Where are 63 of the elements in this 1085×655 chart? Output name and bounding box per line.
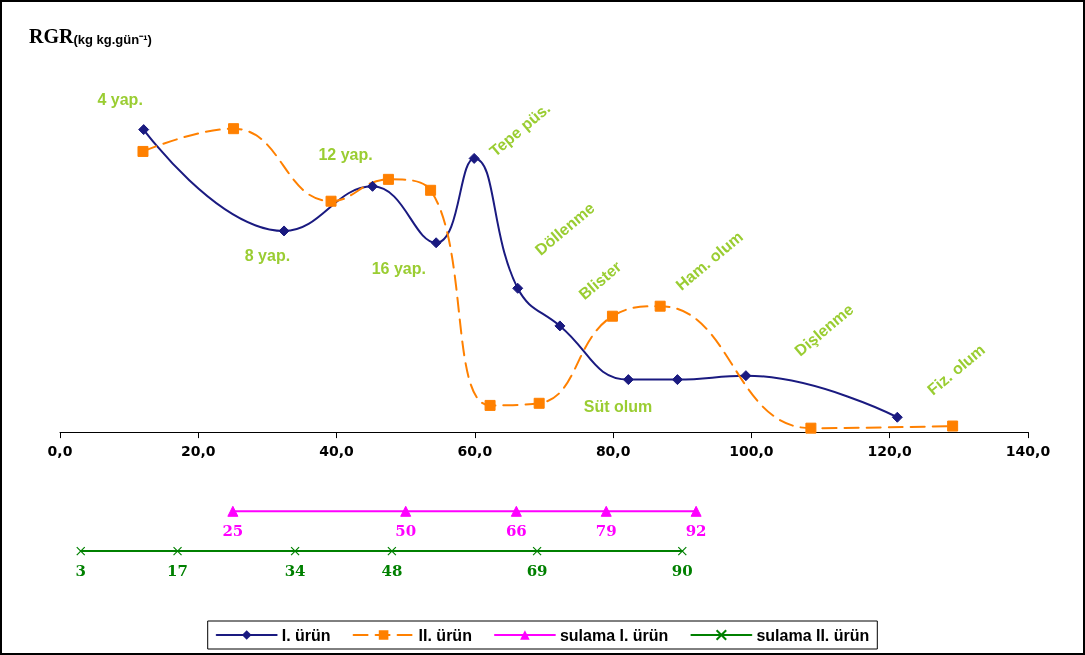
y-axis-title: RGR(kg kg.gün⁻¹) xyxy=(29,24,152,47)
x-tick-label: 20,0 xyxy=(181,443,216,460)
text: 4 yap. xyxy=(97,91,143,109)
point xyxy=(671,374,683,386)
legend-label: sulama II. ürün xyxy=(756,626,870,644)
point xyxy=(600,505,612,517)
point xyxy=(533,397,545,409)
annotation: 17 xyxy=(167,562,188,581)
point xyxy=(654,300,666,312)
annotation: 8 yap. xyxy=(244,247,291,265)
annotation: 34 xyxy=(284,562,306,581)
point xyxy=(947,420,959,432)
annotation: 79 xyxy=(595,522,617,541)
point xyxy=(387,546,397,556)
point xyxy=(606,310,618,322)
legend-label: II. ürün xyxy=(418,626,472,644)
x-tick-label: 100,0 xyxy=(729,443,774,460)
x-tick-label: 0,0 xyxy=(47,443,73,460)
point xyxy=(227,505,239,517)
point xyxy=(690,505,702,517)
legend-label: I. ürün xyxy=(281,626,331,644)
point xyxy=(325,195,337,207)
point xyxy=(510,505,522,517)
annotation: 3 xyxy=(75,562,86,581)
annotation: 69 xyxy=(526,562,548,581)
point xyxy=(622,374,634,386)
annotation: 92 xyxy=(685,522,707,541)
point xyxy=(805,422,817,434)
point xyxy=(468,152,480,164)
point xyxy=(430,237,442,249)
annotation: 48 xyxy=(381,562,403,581)
x-tick-label: 40,0 xyxy=(319,443,355,460)
annotation: 25 xyxy=(222,522,244,541)
annotation: 50 xyxy=(395,522,417,541)
point xyxy=(137,145,149,157)
annotation: 66 xyxy=(505,522,527,541)
point xyxy=(290,546,300,556)
point xyxy=(677,546,687,556)
point xyxy=(740,370,752,382)
point xyxy=(891,411,903,423)
annotation: 90 xyxy=(671,562,693,581)
point xyxy=(278,225,290,237)
point xyxy=(425,184,437,196)
point xyxy=(400,505,412,517)
point xyxy=(228,123,240,135)
x-tick-label: 60,0 xyxy=(457,443,493,460)
annotation: 12 yap. xyxy=(318,145,373,163)
x-tick-label: 120,0 xyxy=(867,443,913,460)
point xyxy=(172,546,183,556)
legend-label: sulama I. ürün xyxy=(559,626,669,644)
point xyxy=(76,546,86,556)
point xyxy=(138,124,150,136)
point xyxy=(382,173,394,185)
x-tick-label: 80,0 xyxy=(595,443,631,460)
point xyxy=(532,546,542,556)
point xyxy=(512,282,524,294)
annotation: Süt olum xyxy=(583,397,653,415)
point xyxy=(554,320,566,332)
annotation: 16 yap. xyxy=(371,260,426,278)
x-tick-label: 140,0 xyxy=(1005,443,1051,460)
point xyxy=(367,180,379,192)
annotation: Tepe püs. xyxy=(486,99,554,160)
point xyxy=(484,399,496,411)
